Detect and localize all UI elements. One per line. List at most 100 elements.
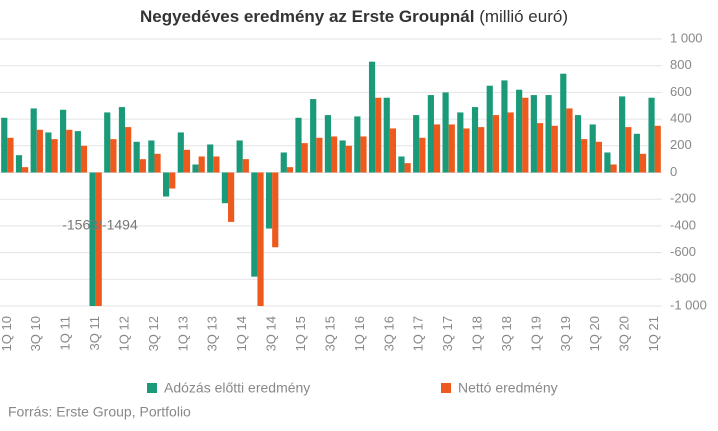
bar bbox=[162, 172, 170, 197]
bar bbox=[413, 115, 420, 173]
y-tick-label: -200 bbox=[670, 191, 696, 206]
bar bbox=[251, 172, 258, 277]
bar bbox=[589, 124, 596, 173]
bar bbox=[507, 112, 514, 173]
bar bbox=[427, 95, 434, 173]
chart-title-group: Negyedéves eredmény az Erste Groupnál (m… bbox=[140, 7, 568, 26]
bar bbox=[125, 127, 132, 173]
legend-label: Nettó eredmény bbox=[458, 380, 558, 396]
legend-swatch bbox=[441, 383, 451, 393]
bar bbox=[139, 159, 146, 173]
x-tick-label: 1Q 21 bbox=[646, 316, 661, 351]
y-tick-label: -400 bbox=[670, 217, 696, 232]
bar bbox=[639, 153, 647, 173]
bar bbox=[177, 132, 184, 173]
bar bbox=[389, 128, 397, 173]
bar bbox=[221, 172, 229, 204]
bar bbox=[501, 80, 508, 173]
x-tick-label: 1Q 12 bbox=[116, 316, 131, 351]
bar bbox=[15, 155, 23, 173]
bar bbox=[30, 108, 37, 173]
x-tick-label: 1Q 14 bbox=[234, 316, 249, 351]
bar bbox=[536, 123, 544, 173]
bar bbox=[51, 139, 58, 173]
bar bbox=[339, 140, 346, 173]
x-tick-label: 3Q 10 bbox=[28, 316, 43, 351]
bar bbox=[375, 97, 382, 173]
x-tick-label: 3Q 17 bbox=[440, 316, 455, 351]
x-tick-label: 1Q 13 bbox=[175, 316, 190, 351]
bar bbox=[560, 73, 567, 173]
bar bbox=[433, 124, 441, 173]
x-tick-label: 3Q 13 bbox=[205, 316, 220, 351]
bar bbox=[419, 137, 426, 173]
bar bbox=[280, 152, 287, 173]
x-tick-label: 1Q 11 bbox=[58, 316, 73, 350]
x-tick-label: 1Q 19 bbox=[528, 316, 543, 351]
bar bbox=[581, 139, 588, 173]
bar bbox=[516, 89, 523, 173]
bar bbox=[286, 167, 294, 173]
bar bbox=[1, 117, 8, 173]
bar bbox=[22, 167, 29, 173]
bar bbox=[95, 172, 102, 306]
y-tick-label: -600 bbox=[670, 244, 696, 259]
bar bbox=[272, 172, 279, 248]
bar bbox=[265, 172, 273, 229]
bar bbox=[236, 140, 243, 173]
bar bbox=[619, 96, 626, 173]
y-tick-label: 600 bbox=[670, 84, 692, 99]
bar bbox=[242, 159, 249, 173]
bar bbox=[192, 164, 199, 173]
bar bbox=[154, 153, 161, 173]
x-tick-label: 1Q 10 bbox=[0, 316, 14, 351]
bar bbox=[104, 112, 111, 173]
x-tick-label: 3Q 20 bbox=[617, 316, 632, 351]
legend-swatch bbox=[147, 383, 157, 393]
bar bbox=[478, 127, 485, 173]
bar bbox=[625, 127, 632, 173]
bar bbox=[633, 133, 640, 173]
bar bbox=[7, 137, 14, 173]
y-tick-label: 1 000 bbox=[670, 30, 703, 45]
bar bbox=[60, 109, 67, 173]
x-tick-label: 3Q 18 bbox=[499, 316, 514, 351]
bar bbox=[457, 112, 464, 173]
x-tick-label: 3Q 16 bbox=[381, 316, 396, 351]
x-tick-label: 3Q 14 bbox=[264, 316, 279, 351]
bar bbox=[471, 107, 479, 173]
x-tick-label: 1Q 15 bbox=[293, 316, 308, 351]
bar bbox=[530, 95, 537, 173]
x-tick-label: 3Q 11 bbox=[87, 316, 102, 350]
legend-label: Adózás előtti eredmény bbox=[164, 380, 310, 396]
y-tick-label: 0 bbox=[670, 164, 677, 179]
bar bbox=[463, 128, 470, 173]
bar bbox=[368, 61, 376, 173]
bar bbox=[486, 85, 493, 173]
bar bbox=[522, 97, 529, 173]
bar bbox=[110, 139, 117, 173]
bar bbox=[566, 108, 573, 173]
bar bbox=[89, 172, 96, 306]
x-tick-label: 1Q 17 bbox=[411, 316, 426, 351]
bar bbox=[383, 97, 390, 173]
x-tick-label: 3Q 15 bbox=[322, 316, 337, 351]
bar bbox=[74, 131, 81, 173]
bar bbox=[492, 115, 500, 173]
chart-title: Negyedéves eredmény az Erste Groupnál bbox=[140, 7, 474, 26]
y-tick-label: -1 000 bbox=[670, 297, 707, 312]
bar bbox=[310, 99, 317, 173]
bar bbox=[80, 145, 88, 173]
y-tick-label: 400 bbox=[670, 111, 692, 126]
bar bbox=[45, 132, 52, 173]
bar bbox=[404, 163, 411, 173]
chart-title-unit: (millió euró) bbox=[479, 7, 568, 26]
bar bbox=[604, 152, 611, 173]
bar bbox=[213, 156, 220, 173]
x-tick-label: 3Q 12 bbox=[146, 316, 161, 351]
bar bbox=[360, 136, 367, 173]
bar bbox=[133, 141, 140, 173]
bar bbox=[257, 172, 264, 306]
y-tick-label: 800 bbox=[670, 57, 692, 72]
